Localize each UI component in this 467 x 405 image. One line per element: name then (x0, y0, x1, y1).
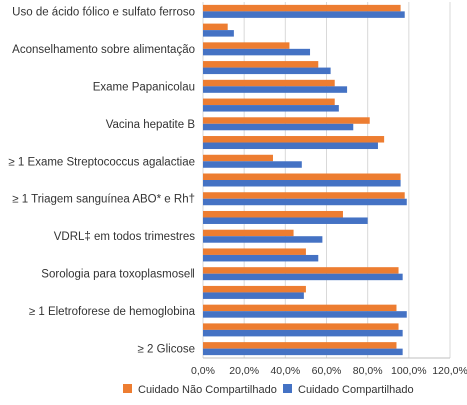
bar (203, 229, 294, 237)
legend-label: Cuidado Não Compartilhado (138, 384, 277, 396)
category-label: ≥ 1 Exame Streptococcus agalactiae (8, 156, 195, 168)
category-label: Aconselhamento sobre alimentação (12, 44, 195, 56)
bar (203, 311, 407, 318)
bar (203, 161, 302, 168)
bar (203, 123, 354, 131)
bar (203, 292, 304, 299)
x-tick-label: 60,0% (312, 365, 342, 377)
bar (203, 348, 403, 356)
category-label: Exame Papanicolau (93, 81, 195, 93)
category-label: VDRL‡ em todos trimestres (54, 231, 195, 243)
bar (203, 154, 273, 162)
category-label: ≥ 1 Triagem sanguínea ABO* e Rh† (12, 194, 195, 206)
bar (203, 236, 323, 243)
bar (203, 192, 405, 199)
bar (203, 248, 306, 255)
bar (203, 67, 331, 75)
legend-swatch (123, 384, 132, 393)
x-tick-label: 80,0% (353, 365, 383, 377)
category-label: ≥ 1 Eletroforese de hemoglobina (29, 306, 196, 318)
bar (203, 4, 401, 12)
bar (203, 198, 407, 206)
bar (203, 285, 306, 293)
bar (203, 142, 378, 150)
bar (203, 86, 348, 93)
bar (203, 173, 401, 180)
bar (203, 117, 370, 124)
bar (203, 98, 335, 106)
bar (203, 79, 335, 87)
bar (203, 42, 290, 49)
bar (203, 304, 397, 312)
bar (203, 273, 403, 281)
category-label: Vacina hepatite B (106, 119, 196, 131)
bar (203, 342, 397, 349)
bar (203, 48, 311, 56)
category-label: Uso de ácido fólico e sulfato ferroso (12, 6, 195, 18)
x-tick-label: 0,0% (191, 365, 215, 377)
bar (203, 323, 399, 330)
bar (203, 180, 401, 187)
bar (203, 105, 339, 112)
bar (203, 267, 399, 274)
bar (203, 329, 403, 337)
bar (203, 254, 319, 262)
bar (203, 61, 319, 68)
x-tick-label: 100,0% (391, 365, 427, 377)
bar (203, 210, 343, 218)
bar (203, 217, 368, 224)
x-tick-label: 20,0% (229, 365, 259, 377)
bar (203, 11, 405, 18)
legend-label: Cuidado Compartilhado (298, 384, 414, 396)
category-label: ≥ 2 Glicose (138, 344, 195, 356)
bar (203, 136, 385, 143)
x-tick-label: 40,0% (270, 365, 300, 377)
category-label: Sorologia para toxoplasmose‖ (41, 269, 195, 281)
bar (203, 23, 228, 31)
x-tick-label: 120,0% (432, 365, 467, 377)
bar (203, 30, 234, 37)
legend-swatch (283, 384, 292, 393)
